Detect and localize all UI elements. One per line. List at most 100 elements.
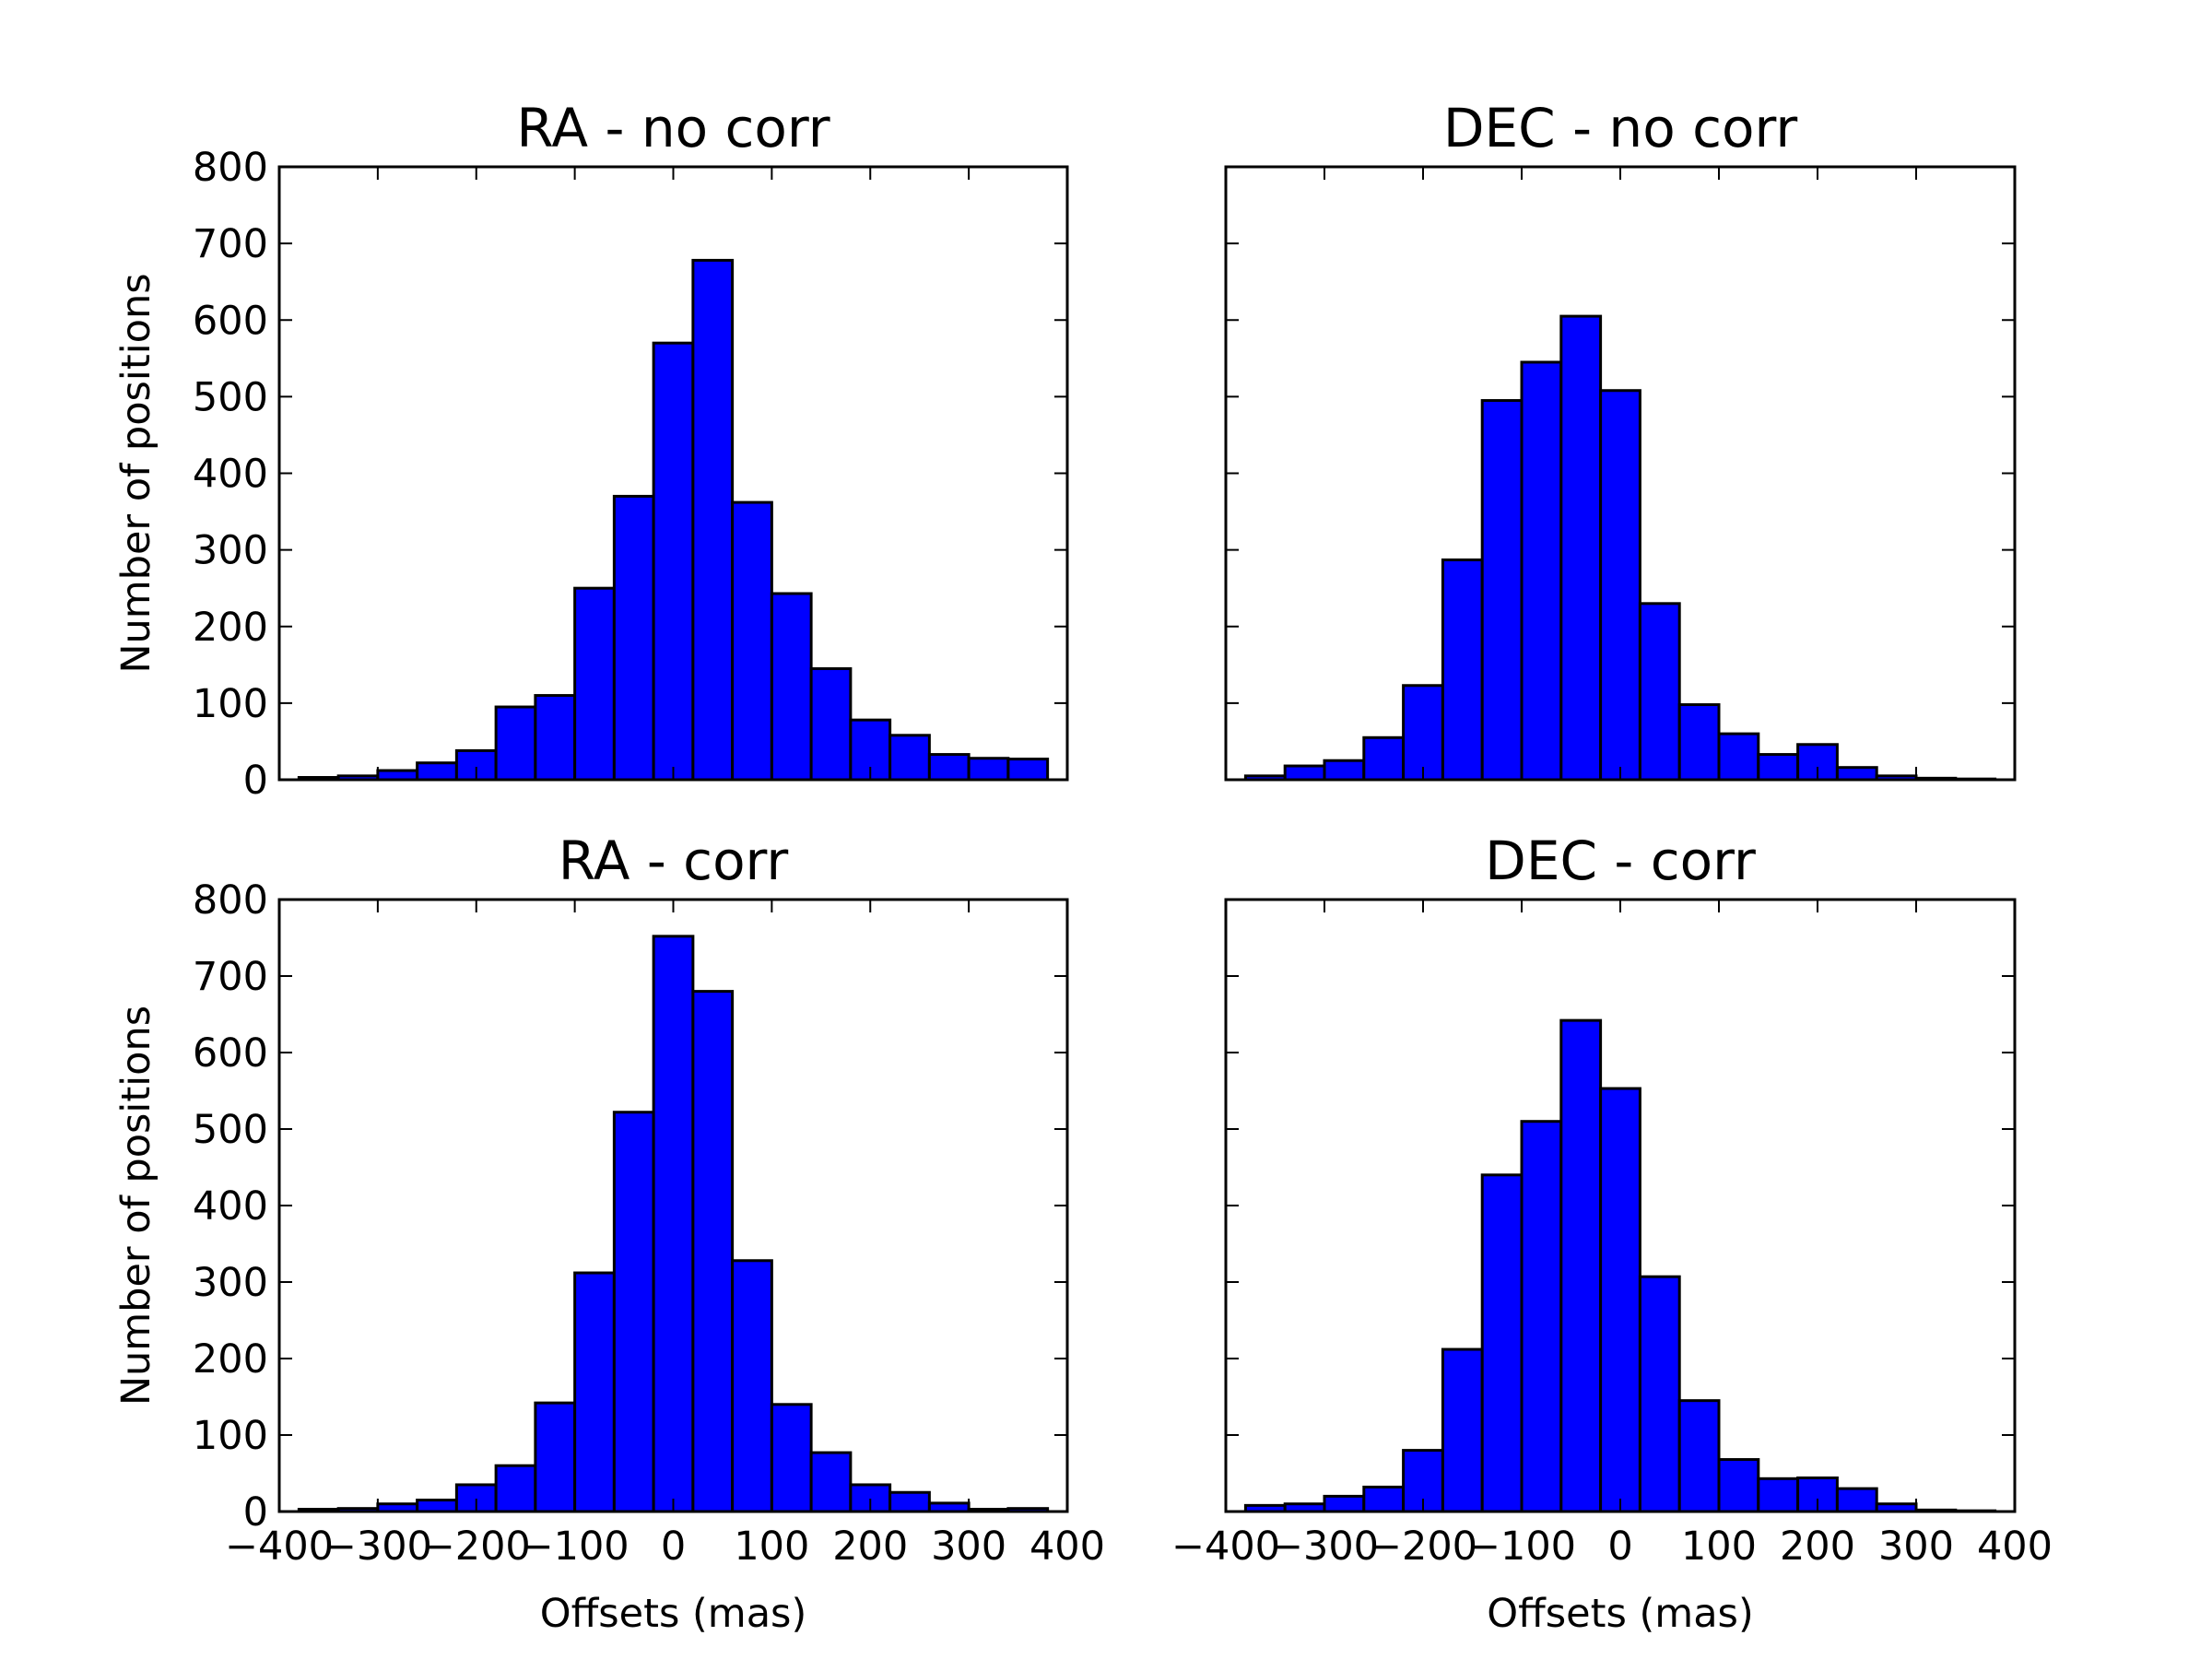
histogram-bar [1638, 602, 1681, 782]
histogram-bar [1520, 360, 1563, 782]
y-tick-label: 600 [193, 298, 268, 344]
histogram-bar [1717, 732, 1760, 782]
y-tick-label: 400 [193, 1183, 268, 1230]
histogram-bar [770, 592, 813, 782]
x-tick-label: 200 [1780, 1524, 1855, 1570]
histogram-bar [1362, 1485, 1406, 1513]
histogram-bar [573, 1271, 616, 1513]
y-tick-label: 0 [243, 758, 268, 804]
histogram-bar [1323, 1494, 1366, 1513]
y-tick-label: 200 [193, 605, 268, 651]
histogram-bar [809, 666, 853, 782]
y-tick-label: 100 [193, 681, 268, 727]
x-tick-label: −200 [1369, 1524, 1477, 1570]
histogram-bar [652, 341, 695, 782]
histogram-bar [573, 586, 616, 782]
x-tick-label: 200 [832, 1524, 908, 1570]
histogram-bar [1323, 759, 1366, 782]
histogram-bar [1283, 764, 1326, 782]
y-tick-label: 700 [193, 221, 268, 267]
y-tick-label: 200 [193, 1336, 268, 1382]
y-tick-label: 400 [193, 452, 268, 498]
histogram-bar [416, 761, 458, 782]
y-tick-label: 600 [193, 1030, 268, 1077]
histogram-bar [1559, 314, 1603, 782]
x-tick-label: 300 [1878, 1524, 1954, 1570]
histogram-bar [770, 1403, 813, 1513]
histogram-bar [1677, 1399, 1721, 1513]
histogram-bar [612, 1111, 655, 1513]
y-tick-label: 300 [193, 528, 268, 574]
histogram-bar [494, 1464, 537, 1513]
histogram-bar [731, 1259, 773, 1513]
y-axis-label: Number of positions [113, 273, 159, 673]
x-tick-label: −200 [422, 1524, 531, 1570]
histogram-bar [534, 694, 577, 782]
histogram-bar [1480, 1173, 1524, 1513]
histogram-bar [1677, 703, 1721, 782]
histogram-bar [927, 753, 971, 782]
x-tick-label: −100 [1467, 1524, 1576, 1570]
x-tick-label: 0 [661, 1524, 686, 1570]
x-tick-label: −100 [521, 1524, 629, 1570]
histogram-bar [1757, 1477, 1800, 1513]
x-tick-label: −300 [324, 1524, 432, 1570]
histogram-bar [888, 1490, 931, 1513]
histogram-bar [691, 258, 735, 782]
subplot-2: DEC - no corr [1224, 97, 2017, 782]
histogram-bar [612, 494, 655, 782]
histogram-bar [888, 734, 931, 782]
histogram-bar [1362, 735, 1406, 782]
x-tick-label: 300 [931, 1524, 1006, 1570]
histogram-bar [1480, 399, 1524, 782]
x-tick-label: 0 [1607, 1524, 1632, 1570]
histogram-bar [1006, 758, 1050, 782]
y-axis-label: Number of positions [113, 1006, 159, 1406]
subplot-title: RA - no corr [516, 97, 830, 159]
histogram-bar [1638, 1275, 1681, 1513]
histogram-bar [652, 935, 695, 1513]
histogram-bar [731, 500, 773, 782]
histogram-bar [534, 1401, 577, 1513]
histogram-bar [1717, 1458, 1760, 1513]
y-tick-label: 700 [193, 954, 268, 1000]
x-tick-label: −400 [225, 1524, 334, 1570]
x-tick-label: 100 [1681, 1524, 1757, 1570]
subplot-3: 0 100 200 300 400 500 600 700 800 −400−300−200−10… [113, 830, 1105, 1637]
subplot-title: DEC - corr [1485, 830, 1756, 892]
y-tick-label: 500 [193, 1107, 268, 1153]
subplot-4: −400−300−200−100 0 100 200 300 400 DEC - corr O… [1171, 830, 2053, 1637]
histogram-bar [1599, 1087, 1641, 1513]
x-tick-label: −400 [1171, 1524, 1280, 1570]
histogram-bar [1559, 1018, 1603, 1513]
histogram-bar [1757, 753, 1800, 782]
y-tick-label: 300 [193, 1260, 268, 1306]
y-tick-label: 500 [193, 374, 268, 420]
y-tick-label: 800 [193, 145, 268, 191]
subplot-title: RA - corr [559, 830, 789, 892]
subplot-1: 0 100 200 300 400 500 600 700 800 RA - no corr Num… [113, 97, 1069, 804]
histogram-bar [416, 1499, 458, 1513]
subplot-title: DEC - no corr [1443, 97, 1797, 159]
histogram-bar [967, 757, 1010, 782]
x-tick-label: 100 [734, 1524, 809, 1570]
x-tick-label: 400 [1030, 1524, 1105, 1570]
histogram-bar [691, 990, 735, 1513]
histogram-bar [1441, 558, 1484, 782]
x-axis-label: Offsets (mas) [1487, 1591, 1753, 1637]
histogram-bar [1835, 1487, 1878, 1513]
y-tick-label: 0 [243, 1489, 268, 1535]
x-tick-label: 400 [1977, 1524, 2053, 1570]
histogram-bar [1835, 766, 1878, 782]
histogram-bar [1599, 389, 1641, 782]
histogram-bar [1520, 1120, 1563, 1513]
histogram-bar [1441, 1347, 1484, 1513]
x-tick-label: −300 [1270, 1524, 1379, 1570]
histogram-bar [809, 1451, 853, 1513]
y-tick-label: 800 [193, 877, 268, 924]
histogram-bar [494, 705, 537, 782]
y-tick-label: 100 [193, 1413, 268, 1459]
x-axis-label: Offsets (mas) [540, 1591, 806, 1637]
histogram-bar [1402, 684, 1444, 782]
